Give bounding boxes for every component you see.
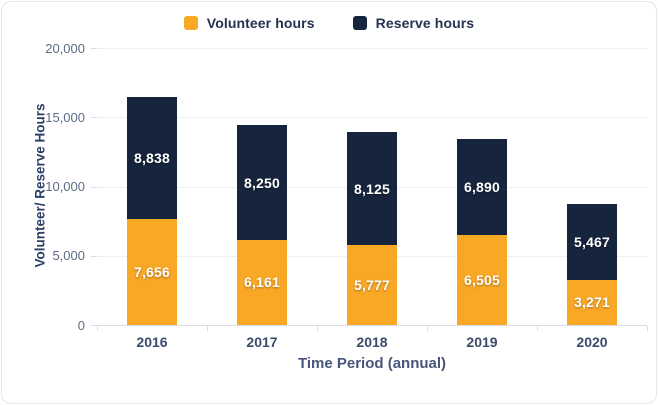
bar-value-label: 8,250: [243, 174, 281, 191]
y-tick-mark: [91, 186, 97, 188]
bar-segment-volunteer-2016[interactable]: 7,656: [127, 218, 177, 325]
bar-segment-volunteer-2020[interactable]: 3,271: [567, 279, 617, 325]
bar-segment-reserve-2016[interactable]: 8,838: [127, 96, 177, 219]
y-tick-mark: [91, 325, 97, 326]
y-tick-label: 5,000: [52, 248, 85, 264]
bar-value-label: 3,271: [573, 294, 611, 311]
x-tick-mark: [647, 326, 648, 331]
x-tick-label-2019: 2019: [466, 334, 498, 350]
bar-value-label: 8,838: [133, 149, 171, 166]
y-tick-mark: [91, 117, 97, 119]
legend-label: Reserve hours: [375, 15, 475, 31]
y-tick-label: 0: [77, 317, 85, 333]
x-axis-line: [97, 325, 647, 326]
bar-value-label: 6,505: [463, 271, 501, 288]
bar-value-label: 6,890: [463, 179, 501, 196]
bar-segment-volunteer-2019[interactable]: 6,505: [457, 234, 507, 325]
x-tick-mark: [97, 326, 98, 331]
legend-swatch-icon: [183, 16, 198, 30]
bar-value-label: 6,161: [243, 274, 281, 291]
bar-segment-reserve-2020[interactable]: 5,467: [567, 203, 617, 280]
x-tick-label-2016: 2016: [136, 334, 168, 350]
legend-swatch-icon: [352, 16, 367, 30]
y-tick-mark: [91, 48, 97, 49]
bar-segment-reserve-2018[interactable]: 8,125: [347, 132, 397, 245]
legend-item-volunteer[interactable]: Volunteer hours: [183, 15, 315, 31]
bar-value-label: 5,467: [573, 233, 611, 250]
legend-item-reserve[interactable]: Reserve hours: [352, 15, 475, 31]
x-tick-mark: [427, 326, 428, 331]
bar-segment-reserve-2019[interactable]: 6,890: [457, 139, 507, 235]
bar-value-label: 5,777: [353, 276, 391, 293]
x-tick-label-2017: 2017: [246, 334, 278, 350]
y-tick-label: 15,000: [45, 109, 85, 125]
legend-label: Volunteer hours: [206, 15, 315, 31]
x-tick-label-2018: 2018: [356, 334, 388, 350]
gridline: [97, 117, 647, 119]
x-tick-label-2020: 2020: [576, 334, 608, 350]
gridline: [97, 48, 647, 49]
bar-segment-volunteer-2018[interactable]: 5,777: [347, 244, 397, 325]
bar-value-label: 8,125: [353, 180, 391, 197]
y-tick-mark: [91, 255, 97, 257]
x-axis-title: Time Period (annual): [297, 355, 447, 372]
x-tick-mark: [317, 326, 318, 331]
y-tick-label: 20,000: [45, 40, 85, 56]
bar-value-label: 7,656: [133, 263, 171, 280]
x-tick-mark: [537, 326, 538, 331]
bar-segment-volunteer-2017[interactable]: 6,161: [237, 239, 287, 325]
bar-segment-reserve-2017[interactable]: 8,250: [237, 125, 287, 240]
legend: Volunteer hours Reserve hours: [2, 15, 656, 31]
y-tick-label: 10,000: [45, 179, 85, 194]
x-tick-mark: [207, 326, 208, 331]
